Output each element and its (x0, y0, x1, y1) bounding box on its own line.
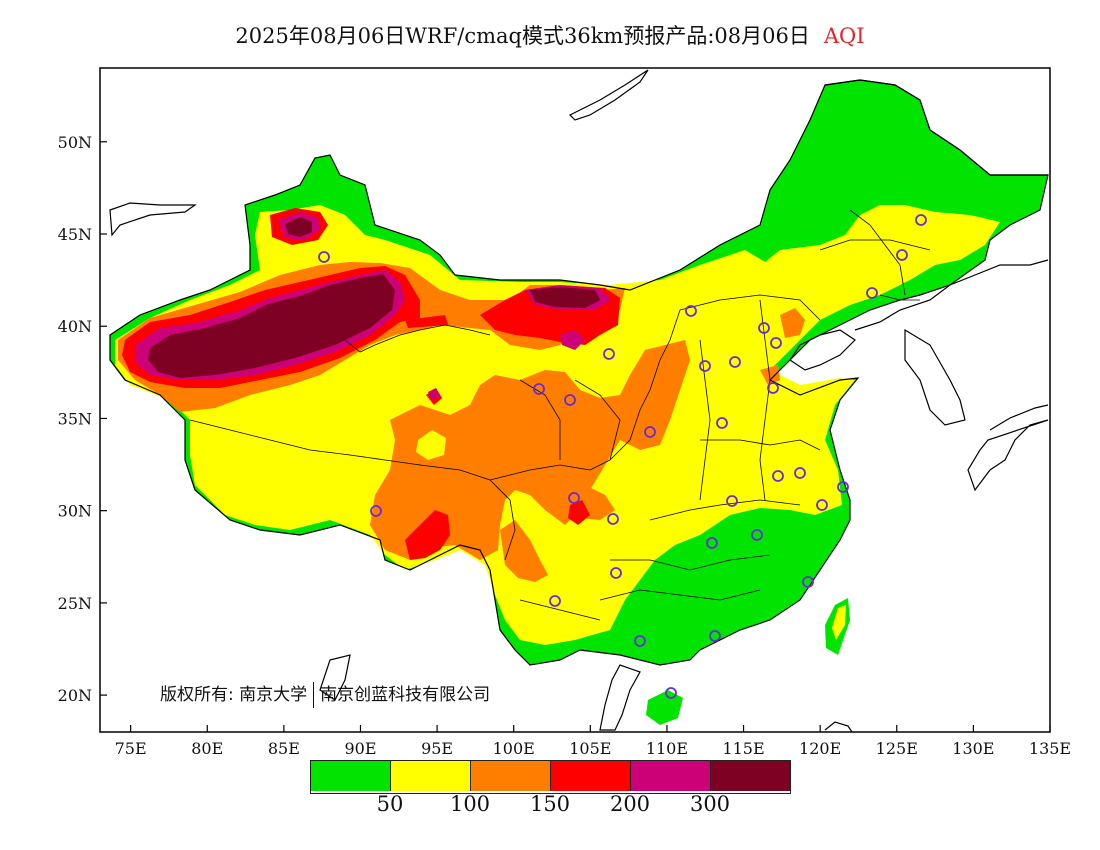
station-marker (685, 305, 697, 317)
station-marker (767, 382, 779, 394)
red-patch-sichuan (568, 500, 590, 525)
lat-tick-label: 50N (58, 133, 92, 152)
legend-swatch (711, 761, 790, 791)
station-marker (915, 214, 927, 226)
station-marker (644, 426, 656, 438)
magenta-patch-ningxia (560, 330, 585, 350)
station-marker (318, 251, 330, 263)
station-marker (751, 529, 763, 541)
station-marker (709, 630, 721, 642)
lat-tick-label: 20N (58, 686, 92, 705)
map-frame (99, 67, 1051, 733)
copyright-notice: 版权所有: 南京大学 南京创蓝科技有限公司 (160, 680, 490, 708)
hainan-island (646, 690, 683, 725)
lon-tick-label: 90E (344, 739, 376, 758)
lon-tick-label: 110E (646, 739, 688, 758)
legend-swatch (471, 761, 551, 791)
legend-label-300: 300 (689, 792, 731, 816)
title-variable: AQI (823, 24, 865, 48)
red-strip-qinghai (405, 315, 448, 328)
lon-tick-label: 85E (268, 739, 300, 758)
station-marker (794, 467, 806, 479)
aqi-region-maroon-tarim (148, 274, 395, 378)
orange-patch-hebei (760, 365, 780, 385)
station-marker (716, 417, 728, 429)
station-marker (634, 635, 646, 647)
lon-tick-label: 130E (952, 739, 994, 758)
orange-patch-bohai (780, 308, 805, 338)
copyright-separator (313, 682, 315, 708)
aqi-region-orange-central (370, 340, 690, 560)
title-main: 2025年08月06日WRF/cmaq模式36km预报产品:08月06日 (235, 24, 810, 48)
legend-swatch (631, 761, 711, 791)
station-marker (816, 499, 828, 511)
legend-label-50: 50 (376, 792, 404, 816)
aqi-region-maroon-gansu (530, 287, 600, 308)
station-marker (370, 505, 382, 517)
legend-label-100: 100 (449, 792, 491, 816)
station-marker (772, 470, 784, 482)
lon-tick-label: 125E (876, 739, 918, 758)
longitude-ticks: 75E 80E 85E 90E 95E 100E 105E 110E 115E 120E 125E 1… (115, 725, 1071, 758)
lon-tick-label: 75E (115, 739, 147, 758)
station-marker (896, 249, 908, 261)
station-marker (837, 481, 849, 493)
legend-swatch (311, 761, 391, 791)
station-marker (729, 356, 741, 368)
legend-swatch (551, 761, 631, 791)
map-content (109, 69, 1049, 732)
station-marker (770, 337, 782, 349)
taiwan-yellow (832, 605, 846, 640)
china-outline (109, 79, 1049, 666)
magenta-patch-qaidam (428, 388, 440, 400)
station-marker (549, 595, 561, 607)
station-marker (610, 567, 622, 579)
lat-tick-label: 35N (58, 409, 92, 428)
station-marker (665, 687, 677, 699)
aqi-region-red-tibet (405, 510, 450, 560)
lon-tick-label: 120E (799, 739, 841, 758)
lon-tick-label: 115E (722, 739, 764, 758)
latitude-ticks: 50N 45N 40N 35N 30N 25N 20N (58, 133, 107, 705)
lon-tick-label: 95E (421, 739, 453, 758)
aqi-legend (310, 760, 791, 794)
copyright-prefix: 版权所有: (160, 685, 234, 705)
station-marker (699, 360, 711, 372)
station-marker (568, 492, 580, 504)
lat-tick-label: 45N (58, 225, 92, 244)
lat-tick-label: 25N (58, 594, 92, 613)
map-title: 2025年08月06日WRF/cmaq模式36km预报产品:08月06日 AQI (0, 20, 1100, 50)
lat-tick-label: 30N (58, 502, 92, 521)
lon-tick-label: 100E (493, 739, 535, 758)
legend-label-150: 150 (529, 792, 571, 816)
station-marker (866, 287, 878, 299)
station-marker (758, 322, 770, 334)
station-marker (802, 576, 814, 588)
station-markers (318, 214, 927, 699)
aqi-region-orange-south (500, 520, 548, 582)
station-marker (726, 495, 738, 507)
station-marker (603, 348, 615, 360)
copyright-org-company: 南京创蓝科技有限公司 (320, 685, 491, 705)
copyright-org-nju: 南京大学 (239, 685, 308, 705)
lon-tick-label: 135E (1029, 739, 1071, 758)
station-marker (706, 537, 718, 549)
maroon-patch-jzg (285, 217, 312, 237)
legend-label-200: 200 (609, 792, 651, 816)
station-marker (533, 383, 545, 395)
yellow-hole-central (416, 430, 446, 460)
lat-tick-label: 40N (58, 317, 92, 336)
lon-tick-label: 105E (569, 739, 611, 758)
legend-swatch (391, 761, 471, 791)
lon-tick-label: 80E (191, 739, 223, 758)
station-marker (607, 513, 619, 525)
station-marker (564, 394, 576, 406)
